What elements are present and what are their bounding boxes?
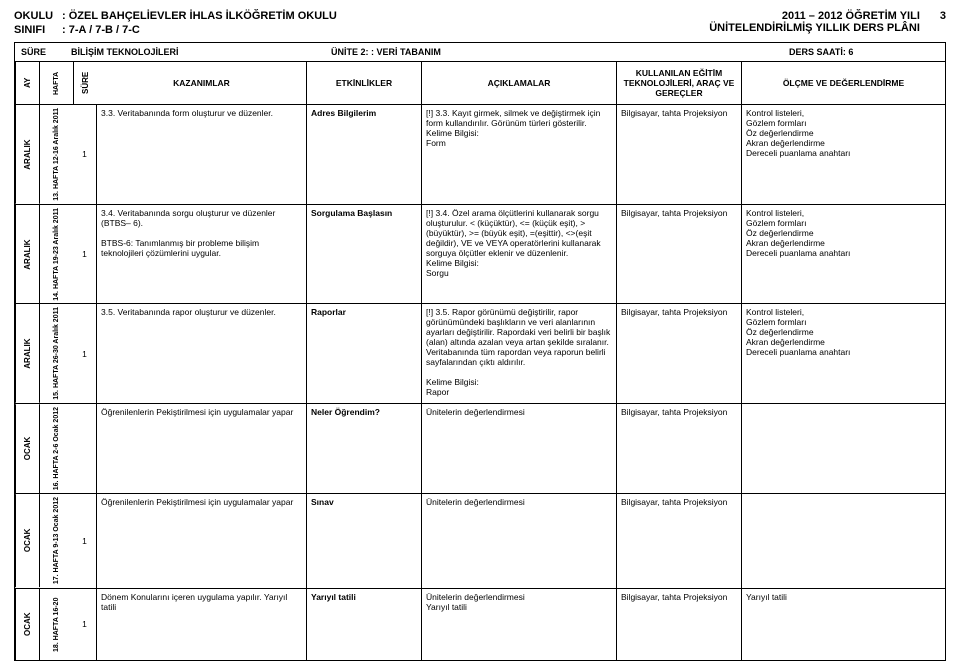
cell-aciklamalar: [!] 3.3. Kayıt girmek, silmek ve değişti… (422, 105, 617, 204)
plan-label: ÜNİTELENDİRİLMİŞ YILLIK DERS PLÂNI (709, 22, 920, 34)
page-header: OKULU : ÖZEL BAHÇELİEVLER İHLAS İLKÖĞRET… (14, 10, 946, 36)
okulu-label: OKULU (14, 10, 62, 22)
cell-aciklamalar: Ünitelerin değerlendirmesi Yarıyıl tatil… (422, 589, 617, 660)
cell-ay: OCAK (15, 494, 39, 587)
year-label: 2011 – 2012 ÖĞRETİM YILI (709, 10, 920, 22)
cell-ay: ARALIK (15, 304, 39, 403)
cell-arac: Bilgisayar, tahta Projeksiyon (617, 404, 742, 493)
cell-olcme: Kontrol listeleri, Gözlem formları Öz de… (742, 105, 945, 204)
cell-sure: 1 (73, 105, 97, 204)
cell-arac: Bilgisayar, tahta Projeksiyon (617, 105, 742, 204)
column-header-row: AY HAFTA SÜRE KAZANIMLAR ETKİNLİKLER AÇI… (14, 62, 946, 105)
cell-aciklamalar: [!] 3.5. Rapor görünümü değiştirilir, ra… (422, 304, 617, 403)
cell-arac: Bilgisayar, tahta Projeksiyon (617, 205, 742, 304)
table-row: ARALIK13. HAFTA 12-16 Aralık 201113.3. V… (14, 105, 946, 205)
cell-kazanimlar: 3.3. Veritabanında form oluşturur ve düz… (97, 105, 307, 204)
col-sure: SÜRE (73, 62, 97, 104)
cell-olcme (742, 494, 945, 587)
page-number: 3 (940, 10, 946, 36)
cell-aciklamalar: Ünitelerin değerlendirmesi (422, 494, 617, 587)
cell-hafta: 13. HAFTA 12-16 Aralık 2011 (39, 105, 73, 204)
cell-hafta: 17. HAFTA 9-13 Ocak 2012 (39, 494, 73, 587)
section-sure: SÜRE (21, 47, 71, 57)
cell-etkinlikler: Adres Bilgilerim (307, 105, 422, 204)
cell-arac: Bilgisayar, tahta Projeksiyon (617, 304, 742, 403)
cell-sure: 1 (73, 494, 97, 587)
section-course: BİLİŞİM TEKNOLOJİLERİ (71, 47, 331, 57)
cell-aciklamalar: Ünitelerin değerlendirmesi (422, 404, 617, 493)
header-left: OKULU : ÖZEL BAHÇELİEVLER İHLAS İLKÖĞRET… (14, 10, 337, 36)
header-right: 2011 – 2012 ÖĞRETİM YILI ÜNİTELENDİRİLMİ… (709, 10, 946, 36)
sinifi-value: : 7-A / 7-B / 7-C (62, 24, 140, 36)
cell-etkinlikler: Raporlar (307, 304, 422, 403)
cell-etkinlikler: Sorgulama Başlasın (307, 205, 422, 304)
cell-hafta: 15. HAFTA 26-30 Aralık 2011 (39, 304, 73, 403)
cell-arac: Bilgisayar, tahta Projeksiyon (617, 494, 742, 587)
cell-arac: Bilgisayar, tahta Projeksiyon (617, 589, 742, 660)
okulu-value: : ÖZEL BAHÇELİEVLER İHLAS İLKÖĞRETİM OKU… (62, 10, 337, 22)
cell-etkinlikler: Sınav (307, 494, 422, 587)
cell-etkinlikler: Neler Öğrendim? (307, 404, 422, 493)
table-row: OCAK18. HAFTA 16-201Dönem Konularını içe… (14, 589, 946, 661)
col-olcme: ÖLÇME VE DEĞERLENDİRME (742, 62, 945, 104)
sinifi-label: SINIFI (14, 24, 62, 36)
cell-kazanimlar: Öğrenilenlerin Pekiştirilmesi için uygul… (97, 404, 307, 493)
table-row: OCAK16. HAFTA 2-6 Ocak 2012 Öğrenilenleri… (14, 404, 946, 494)
cell-olcme: Yarıyıl tatili (742, 589, 945, 660)
cell-olcme (742, 404, 945, 493)
cell-ay: OCAK (15, 404, 39, 493)
cell-kazanimlar: Öğrenilenlerin Pekiştirilmesi için uygul… (97, 494, 307, 587)
cell-sure (73, 404, 97, 493)
cell-sure: 1 (73, 304, 97, 403)
table-row: OCAK17. HAFTA 9-13 Ocak 20121Öğrenilenle… (14, 494, 946, 588)
table-row: ARALIK14. HAFTA 19-23 Aralık 201113.4. V… (14, 205, 946, 305)
cell-sure: 1 (73, 205, 97, 304)
cell-kazanimlar: Dönem Konularını içeren uygulama yapılır… (97, 589, 307, 660)
cell-aciklamalar: [!] 3.4. Özel arama ölçütlerini kullanar… (422, 205, 617, 304)
cell-olcme: Kontrol listeleri, Gözlem formları Öz de… (742, 205, 945, 304)
cell-olcme: Kontrol listeleri, Gözlem formları Öz de… (742, 304, 945, 403)
col-etkinlikler: ETKİNLİKLER (307, 62, 422, 104)
col-aciklamalar: AÇIKLAMALAR (422, 62, 617, 104)
cell-etkinlikler: Yarıyıl tatili (307, 589, 422, 660)
cell-kazanimlar: 3.5. Veritabanında rapor oluşturur ve dü… (97, 304, 307, 403)
col-ay: AY (15, 62, 39, 104)
col-arac: KULLANILAN EĞİTİM TEKNOLOJİLERİ, ARAÇ VE… (617, 62, 742, 104)
cell-sure: 1 (73, 589, 97, 660)
cell-kazanimlar: 3.4. Veritabanında sorgu oluşturur ve dü… (97, 205, 307, 304)
table-row: ARALIK15. HAFTA 26-30 Aralık 201113.5. V… (14, 304, 946, 404)
table-body: ARALIK13. HAFTA 12-16 Aralık 201113.3. V… (14, 105, 946, 661)
section-bar: SÜRE BİLİŞİM TEKNOLOJİLERİ ÜNİTE 2: : VE… (14, 42, 946, 62)
cell-ay: OCAK (15, 589, 39, 660)
cell-ay: ARALIK (15, 205, 39, 304)
section-unit: ÜNİTE 2: : VERİ TABANIM (331, 47, 789, 57)
col-kazanimlar: KAZANIMLAR (97, 62, 307, 104)
cell-ay: ARALIK (15, 105, 39, 204)
cell-hafta: 18. HAFTA 16-20 (39, 589, 73, 660)
cell-hafta: 16. HAFTA 2-6 Ocak 2012 (39, 404, 73, 493)
section-hours: DERS SAATİ: 6 (789, 47, 939, 57)
col-hafta: HAFTA (39, 62, 73, 104)
cell-hafta: 14. HAFTA 19-23 Aralık 2011 (39, 205, 73, 304)
